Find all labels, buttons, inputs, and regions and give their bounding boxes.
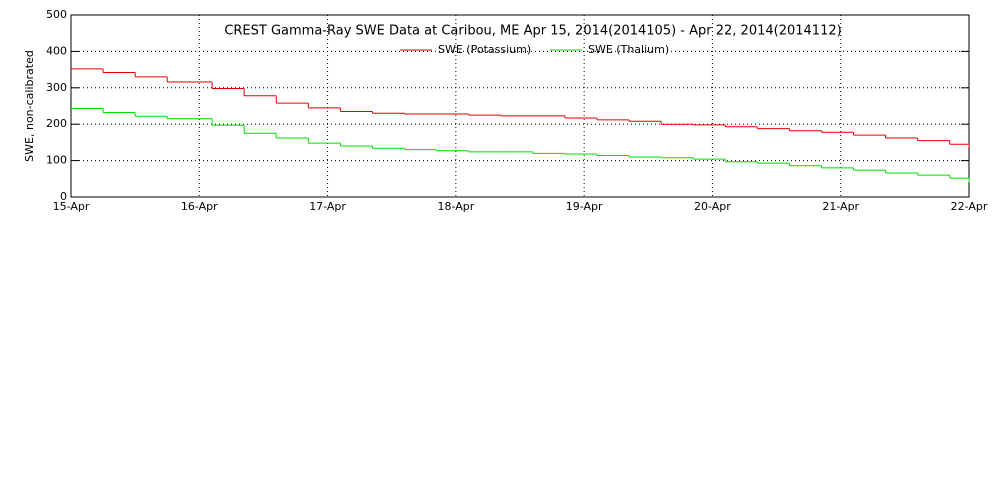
x-tick-label: 22-Apr [951, 200, 988, 213]
x-tick-label: 15-Apr [53, 200, 90, 213]
legend-label: SWE (Thalium) [588, 43, 669, 56]
x-tick-label: 18-Apr [437, 200, 474, 213]
y-tick-label: 0 [60, 190, 67, 203]
x-tick-label: 20-Apr [694, 200, 731, 213]
legend-label: SWE (Potassium) [438, 43, 531, 56]
y-tick-label: 500 [46, 8, 67, 21]
y-tick-label: 200 [46, 117, 67, 130]
x-tick-label: 21-Apr [822, 200, 859, 213]
chart-title: CREST Gamma-Ray SWE Data at Caribou, ME … [224, 24, 841, 39]
y-tick-label: 100 [46, 154, 67, 167]
y-tick-label: 400 [46, 44, 67, 57]
y-tick-label: 300 [46, 81, 67, 94]
x-tick-label: 19-Apr [566, 200, 603, 213]
x-tick-label: 17-Apr [309, 200, 346, 213]
x-tick-label: 16-Apr [181, 200, 218, 213]
plot-frame [70, 14, 970, 198]
y-axis-label: SWE, non-calibrated [23, 50, 36, 162]
